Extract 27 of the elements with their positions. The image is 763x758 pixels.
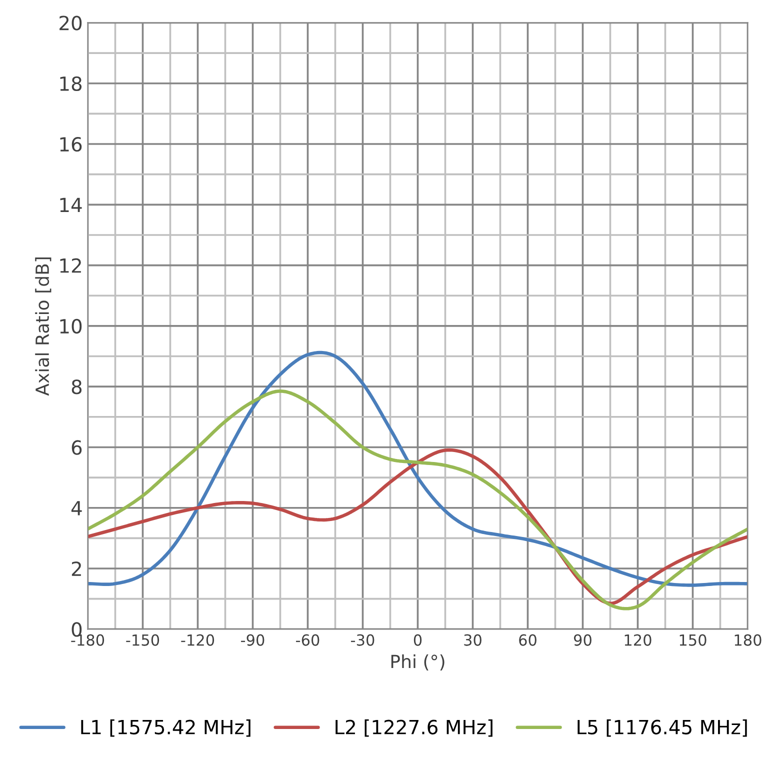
legend-label: L5 [1176.45 MHz] xyxy=(578,719,747,737)
x-tick-label: -30 xyxy=(351,634,374,646)
x-tick-label: -120 xyxy=(181,634,214,646)
x-tick-label: 150 xyxy=(680,634,706,646)
x-tick-label: 180 xyxy=(734,634,762,646)
y-tick-label: 20 xyxy=(60,16,82,30)
x-tick-label: 0 xyxy=(414,634,422,646)
y-tick-label: 16 xyxy=(60,136,82,152)
x-tick-label: 120 xyxy=(624,634,652,646)
y-tick-label: 2 xyxy=(72,561,81,576)
x-tick-label: 90 xyxy=(574,634,592,646)
y-tick-label: 18 xyxy=(60,76,82,92)
x-tick-label: -150 xyxy=(126,634,160,646)
x-tick-label: 30 xyxy=(464,634,482,646)
x-tick-label: -90 xyxy=(241,634,264,646)
x-axis-title: Phi (°) xyxy=(391,654,444,670)
y-tick-label: 14 xyxy=(60,198,82,212)
y-axis-title: Axial Ratio [dB] xyxy=(35,258,52,396)
y-tick-label: 4 xyxy=(71,501,82,516)
legend-label: L1 [1575.42 MHz] xyxy=(81,719,250,737)
x-tick-label: -60 xyxy=(296,634,320,646)
y-tick-label: 12 xyxy=(60,258,81,273)
x-tick-label: 60 xyxy=(519,634,536,646)
legend-label: L2 [1227.6 MHz] xyxy=(336,719,492,737)
y-tick-label: 8 xyxy=(72,380,82,394)
y-tick-label: 6 xyxy=(72,440,82,455)
y-tick-label: 10 xyxy=(60,318,82,334)
